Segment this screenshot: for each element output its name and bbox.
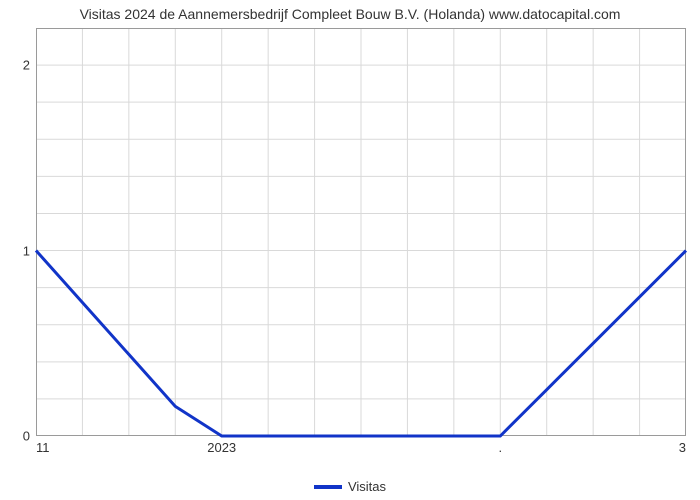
x-tick-label: 2023 [207, 436, 236, 455]
x-tick-label: . [498, 436, 502, 455]
plot-svg [36, 28, 686, 436]
chart-container: Visitas 2024 de Aannemersbedrijf Complee… [0, 0, 700, 500]
chart-title: Visitas 2024 de Aannemersbedrijf Complee… [0, 6, 700, 22]
legend: Visitas [0, 478, 700, 494]
x-tick-label: 3 [679, 436, 686, 455]
y-tick-label: 1 [23, 243, 36, 258]
legend-swatch [314, 485, 342, 489]
y-tick-label: 0 [23, 429, 36, 444]
plot-area: 012112023.3 [36, 28, 686, 436]
y-tick-label: 2 [23, 58, 36, 73]
x-tick-label: 11 [36, 436, 50, 455]
legend-label: Visitas [348, 479, 386, 494]
